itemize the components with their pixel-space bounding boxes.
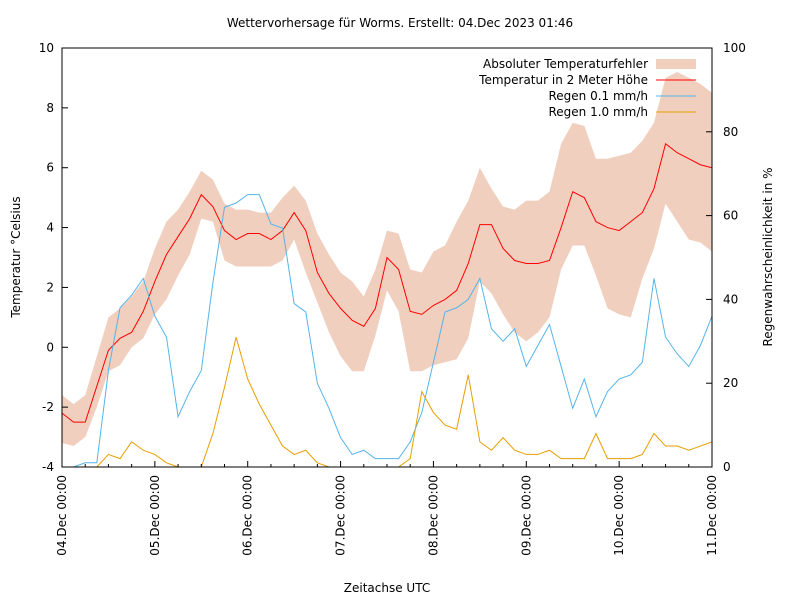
y-tick-label: -2 <box>42 400 54 414</box>
y-tick-label: 2 <box>46 280 54 294</box>
y2-tick-label: 80 <box>723 125 738 139</box>
series-line-0 <box>61 142 713 423</box>
x-tick-label: 08.Dec 00:00 <box>426 475 440 556</box>
series-line-2 <box>62 336 713 468</box>
y-tick-label: 4 <box>46 221 54 235</box>
legend-swatch-band <box>656 59 696 69</box>
y2-tick-label: 100 <box>723 41 746 55</box>
y2-tick-label: 20 <box>723 376 738 390</box>
x-tick-label: 04.Dec 00:00 <box>55 475 69 556</box>
y-tick-label: 0 <box>46 340 54 354</box>
y2-tick-label: 0 <box>723 460 731 474</box>
legend-label-rain-0-1: Regen 0.1 mm/h <box>548 89 648 103</box>
chart-title: Wettervorhersage für Worms. Erstellt: 04… <box>227 16 573 30</box>
x-tick-label: 09.Dec 00:00 <box>519 475 533 556</box>
x-tick-label: 07.Dec 00:00 <box>334 475 348 556</box>
legend-label-rain-1-0: Regen 1.0 mm/h <box>548 105 648 119</box>
y-tick-label: 10 <box>39 41 54 55</box>
y2-axis-label: Regenwahrscheinlichkeit in % <box>761 167 775 346</box>
y2-tick-label: 60 <box>723 209 738 223</box>
y-tick-label: -4 <box>42 460 54 474</box>
legend-label-band: Absoluter Temperaturfehler <box>483 57 648 71</box>
legend: Absoluter Temperaturfehler Temperatur in… <box>478 57 696 119</box>
y-tick-label: 8 <box>46 101 54 115</box>
y-tick-label: 6 <box>46 161 54 175</box>
x-tick-label: 05.Dec 00:00 <box>148 475 162 556</box>
x-tick-label: 11.Dec 00:00 <box>705 475 719 556</box>
series-line-1 <box>62 194 713 468</box>
y2-tick-label: 40 <box>723 292 738 306</box>
x-tick-label: 10.Dec 00:00 <box>612 475 626 556</box>
legend-label-temperature: Temperatur in 2 Meter Höhe <box>478 73 648 87</box>
y-axis-label: Temperatur °Celsius <box>9 196 23 318</box>
x-axis-label: Zeitachse UTC <box>344 581 430 595</box>
x-tick-label: 06.Dec 00:00 <box>241 475 255 556</box>
